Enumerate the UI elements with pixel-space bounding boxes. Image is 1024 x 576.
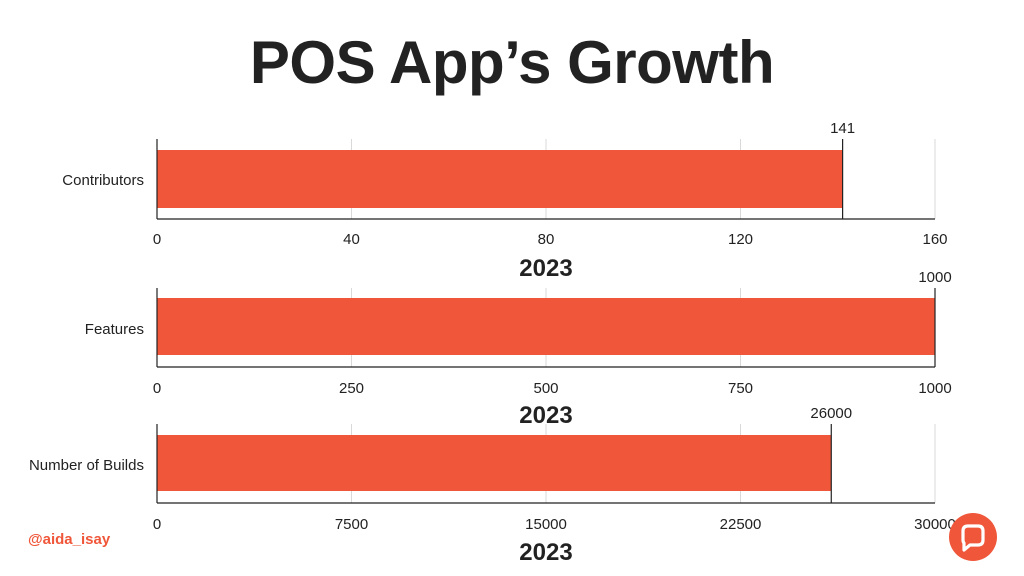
author-handle: @aida_isay (28, 531, 111, 548)
tick-label: 120 (728, 231, 753, 248)
tick-label: 500 (533, 380, 558, 397)
tick-label: 0 (153, 516, 161, 533)
tick-label: 1000 (918, 380, 951, 397)
tick-label: 7500 (335, 516, 368, 533)
data-label: 1000 (918, 269, 951, 286)
category-label: Number of Builds (29, 457, 144, 474)
tick-label: 250 (339, 380, 364, 397)
category-label: Contributors (62, 172, 144, 189)
tick-label: 22500 (720, 516, 762, 533)
axis-title: 2023 (519, 255, 572, 282)
data-label: 26000 (810, 405, 852, 422)
bar (157, 435, 832, 491)
page-title: POS App’s Growth (249, 29, 775, 96)
tick-label: 80 (538, 231, 555, 248)
axis-title: 2023 (519, 539, 572, 566)
chat-bubble-logo-icon (949, 513, 997, 561)
bar (157, 150, 843, 208)
tick-label: 160 (922, 231, 947, 248)
bar (157, 298, 935, 355)
data-label: 141 (830, 120, 855, 137)
tick-label: 15000 (525, 516, 567, 533)
tick-label: 40 (343, 231, 360, 248)
tick-label: 30000 (914, 516, 956, 533)
tick-label: 0 (153, 380, 161, 397)
category-label: Features (85, 321, 144, 338)
tick-label: 0 (153, 231, 161, 248)
tick-label: 750 (728, 380, 753, 397)
